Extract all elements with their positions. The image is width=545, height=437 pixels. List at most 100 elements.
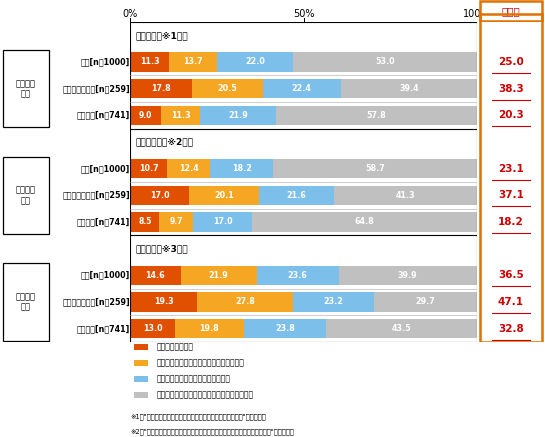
Text: 38.3: 38.3 — [498, 83, 524, 94]
Text: 9.0: 9.0 — [139, 111, 152, 120]
Bar — [217, 52, 293, 72]
Text: ※2："昼休みなどの休憩時間（昼活など、昼に限らず、就業中の休憩時間）"として聴取: ※2："昼休みなどの休憩時間（昼活など、昼に限らず、就業中の休憩時間）"として聴… — [130, 428, 294, 435]
Bar — [3, 156, 50, 234]
Text: 13.0: 13.0 — [143, 324, 162, 333]
Text: キャリア
意識: キャリア 意識 — [16, 79, 36, 98]
Text: 36.5: 36.5 — [498, 271, 524, 280]
Bar — [130, 212, 160, 232]
Bar — [210, 159, 273, 178]
Text: 23.2: 23.2 — [324, 298, 344, 306]
Bar — [276, 106, 477, 125]
Bar — [130, 52, 169, 72]
Text: 19.3: 19.3 — [154, 298, 173, 306]
Bar — [130, 319, 175, 338]
Bar — [180, 266, 257, 285]
Bar — [167, 159, 210, 178]
Text: 《休憩時間（※2）》: 《休憩時間（※2）》 — [135, 138, 193, 146]
Text: 11.3: 11.3 — [171, 111, 191, 120]
Text: 37.1: 37.1 — [498, 191, 524, 200]
Text: 10.7: 10.7 — [139, 164, 159, 173]
Text: チャレンジ志向[n＝259]: チャレンジ志向[n＝259] — [62, 298, 130, 306]
Text: 行ったことはないが、行ってみたい: 行ったことはないが、行ってみたい — [156, 375, 230, 384]
Text: 13.7: 13.7 — [183, 58, 203, 66]
Bar — [134, 376, 148, 382]
Text: 14.6: 14.6 — [146, 271, 165, 280]
Bar — [257, 266, 338, 285]
Bar — [130, 266, 180, 285]
Bar — [201, 106, 276, 125]
Text: 64.8: 64.8 — [355, 218, 374, 226]
Text: 17.8: 17.8 — [151, 84, 171, 93]
Text: 20.1: 20.1 — [214, 191, 234, 200]
Bar — [244, 319, 326, 338]
Text: 41.3: 41.3 — [396, 191, 415, 200]
Bar — [169, 52, 217, 72]
Bar — [273, 159, 477, 178]
Text: 経験率: 経験率 — [501, 6, 520, 16]
Bar — [3, 50, 50, 128]
Bar — [130, 292, 197, 312]
Bar — [341, 79, 477, 98]
Text: 50%: 50% — [293, 9, 314, 19]
Text: チャレンジ志向[n＝259]: チャレンジ志向[n＝259] — [62, 191, 130, 200]
Bar — [193, 212, 252, 232]
Bar — [130, 186, 189, 205]
Bar — [161, 106, 201, 125]
Text: 《始業前（※1）》: 《始業前（※1）》 — [135, 31, 188, 40]
Text: 29.7: 29.7 — [416, 298, 435, 306]
Text: キャリア
意識: キャリア 意識 — [16, 292, 36, 312]
Bar — [197, 292, 293, 312]
Bar — [293, 52, 477, 72]
Text: 21.9: 21.9 — [228, 111, 249, 120]
Text: 27.8: 27.8 — [235, 298, 255, 306]
Bar — [134, 392, 148, 398]
Text: 11.3: 11.3 — [140, 58, 160, 66]
Text: 《終業後（※3）》: 《終業後（※3）》 — [135, 244, 188, 253]
Text: 18.2: 18.2 — [498, 217, 524, 227]
Text: 23.1: 23.1 — [498, 164, 524, 173]
Text: 22.0: 22.0 — [245, 58, 265, 66]
Text: 19.8: 19.8 — [199, 324, 219, 333]
Text: 全体[n＝1000]: 全体[n＝1000] — [81, 271, 130, 280]
Text: 12.4: 12.4 — [179, 164, 198, 173]
Text: 17.0: 17.0 — [213, 218, 233, 226]
Text: 57.8: 57.8 — [367, 111, 386, 120]
Text: 25.0: 25.0 — [498, 57, 524, 67]
Text: 23.6: 23.6 — [288, 271, 307, 280]
Text: 22.4: 22.4 — [292, 84, 312, 93]
Text: 43.5: 43.5 — [392, 324, 411, 333]
Text: 9.7: 9.7 — [169, 218, 183, 226]
Bar — [263, 79, 341, 98]
Text: 行ったことがあるが、現在は行っていない: 行ったことがあるが、現在は行っていない — [156, 358, 244, 368]
Text: 39.9: 39.9 — [398, 271, 417, 280]
Text: キャリア
意識: キャリア 意識 — [16, 186, 36, 205]
Text: 20.5: 20.5 — [217, 84, 237, 93]
Text: 安定志向[n＝741]: 安定志向[n＝741] — [77, 218, 130, 226]
Text: 21.9: 21.9 — [209, 271, 228, 280]
Text: 安定志向[n＝741]: 安定志向[n＝741] — [77, 324, 130, 333]
Bar — [259, 186, 334, 205]
Text: 47.1: 47.1 — [498, 297, 524, 307]
Text: 23.8: 23.8 — [275, 324, 295, 333]
Text: 全体[n＝1000]: 全体[n＝1000] — [81, 164, 130, 173]
Text: 0%: 0% — [123, 9, 138, 19]
Bar — [160, 212, 193, 232]
Bar — [293, 292, 374, 312]
Bar — [175, 319, 244, 338]
Text: 32.8: 32.8 — [498, 324, 524, 334]
Text: チャレンジ志向[n＝259]: チャレンジ志向[n＝259] — [62, 84, 130, 93]
Bar — [334, 186, 477, 205]
Text: ※1："始業前の時間（朝活など、朝に限らず始業前の時間）"として聴取: ※1："始業前の時間（朝活など、朝に限らず始業前の時間）"として聴取 — [130, 413, 265, 420]
Text: 53.0: 53.0 — [376, 58, 395, 66]
Text: 20.3: 20.3 — [498, 110, 524, 120]
Text: 行ったことはなく、行ってみたいとも思わない: 行ったことはなく、行ってみたいとも思わない — [156, 391, 253, 400]
Text: 現在、行っている: 現在、行っている — [156, 342, 193, 351]
Text: 17.0: 17.0 — [150, 191, 169, 200]
Bar — [130, 106, 161, 125]
Bar — [252, 212, 477, 232]
Bar — [3, 263, 50, 341]
Text: 安定志向[n＝741]: 安定志向[n＝741] — [77, 111, 130, 120]
Bar — [192, 79, 263, 98]
Text: 18.2: 18.2 — [232, 164, 252, 173]
Bar — [189, 186, 259, 205]
